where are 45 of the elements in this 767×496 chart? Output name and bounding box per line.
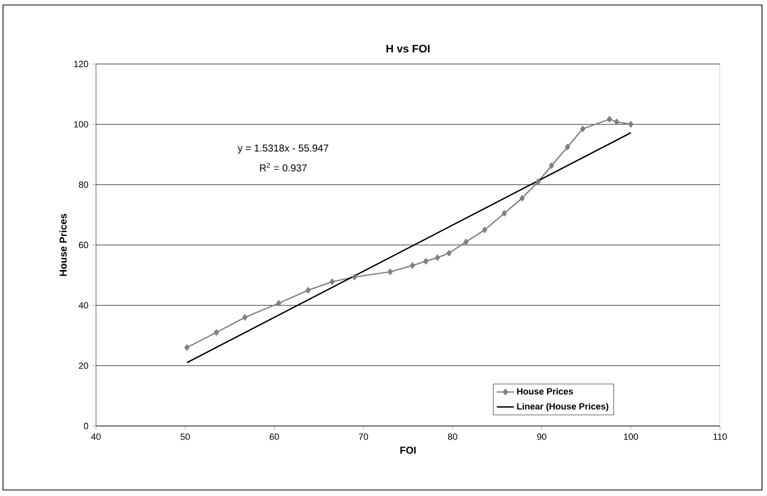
x-tick-label: 80 [448,434,458,440]
point [549,162,554,169]
point [536,178,541,185]
point [423,258,428,264]
y-tick-label: 120 [74,60,88,68]
legend-label: Linear (House Prices) [517,402,608,412]
y-tick-label: 60 [78,242,88,248]
point [388,268,393,275]
point [242,314,248,321]
point [580,126,586,132]
x-tick-label: 50 [180,434,190,440]
x-tick-label: 100 [624,434,638,440]
point [482,226,488,234]
x-tick-label: 110 [714,434,727,440]
point [352,274,358,280]
y-tick-label: 0 [84,422,88,430]
point [184,344,190,351]
point [628,121,634,128]
point [276,300,282,306]
y-tick-label: 100 [74,121,88,128]
point [410,262,415,269]
point [614,118,620,126]
point [214,329,219,336]
chart-title: H vs FOI [386,44,430,52]
point [565,144,570,150]
x-tick-label: 40 [91,434,101,440]
x-tick-label: 60 [270,434,279,440]
point [434,254,440,261]
x-tick-label: 90 [537,434,546,440]
legend-label: House Prices [517,388,573,395]
y-tick-label: 40 [78,302,88,308]
point [446,250,452,256]
y-axis-title: House Prices [59,214,67,276]
point [606,116,612,122]
y-tick-label: 80 [78,181,88,188]
point [330,278,335,285]
point [306,287,311,294]
x-axis-title: FOI [400,446,416,454]
y-tick-label: 20 [78,362,88,369]
annotation: y = 1.5318x - 55.947 [238,144,328,154]
point [463,238,468,246]
x-tick-label: 70 [358,434,368,440]
point [520,195,525,202]
point [502,210,507,216]
annotation: R$^{2}$ = 0.937 [260,162,307,172]
